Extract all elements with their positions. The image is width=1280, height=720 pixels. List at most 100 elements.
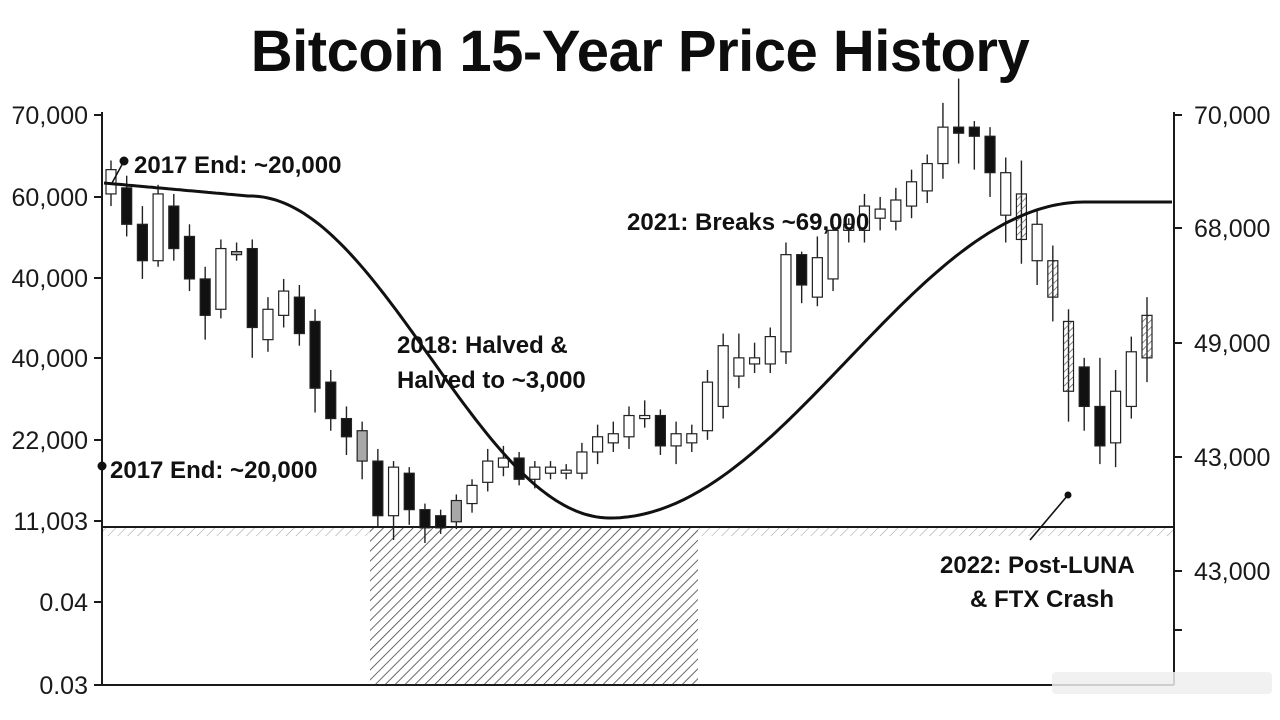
annotation-leader [1029,494,1069,541]
annotation-label: 2017 End: ~20,000 [134,152,341,179]
candle-body [215,247,227,310]
candle-body [309,320,321,389]
candle [419,503,431,544]
candle-body [1078,366,1090,408]
candle-body [905,181,918,207]
candle [230,242,243,261]
annotation-label: 2018: Halved & [397,332,568,359]
candle [1047,245,1059,322]
candle-body [890,199,902,222]
candle-body [654,414,666,447]
candle-body [717,345,729,408]
chart-title: Bitcoin 15-Year Price History [250,19,1030,84]
candle [1015,160,1028,264]
candle-body [1141,314,1153,359]
candle [764,327,776,374]
candle-body [450,499,462,523]
candle [639,400,651,428]
candle-body [1094,405,1106,447]
candle-body [592,436,604,453]
candle [246,239,258,358]
candle [811,236,823,307]
candle-body [340,417,353,438]
candle-body [544,466,557,474]
candle-body [152,193,164,262]
candle [858,193,871,243]
candle [356,421,368,480]
candle [466,479,478,513]
candle-body [482,460,494,483]
candle-body [435,515,447,529]
candle-body [278,290,290,316]
candle [560,464,572,480]
candle [403,467,415,525]
candle [905,169,918,219]
candle [592,424,604,465]
candle [827,224,839,292]
candle-body [1062,320,1075,392]
candle [670,421,682,465]
candle-body [811,257,823,298]
candle-body [764,336,776,365]
right-tick-label: 70,000 [1194,102,1270,130]
candle-body [733,357,745,377]
candle [1125,336,1137,419]
candle-body [1047,260,1059,298]
left-tick-label: 0.04 [39,589,88,617]
candle [984,127,996,197]
candle-body [136,223,148,262]
candle [953,78,965,164]
right-tick-label: 49,000 [1194,330,1270,358]
hatched-zone [370,528,698,684]
candle [780,242,792,364]
candle [435,509,447,534]
right-tick-label: 43,000 [1194,558,1270,586]
candle [654,409,666,455]
candle-body [1031,223,1043,262]
candle [576,442,588,480]
candle [152,184,164,267]
candle-body [843,223,855,231]
candle-body [1125,351,1137,408]
candle [136,206,148,279]
annotation-label: 2021: Breaks ~69,000 [627,209,869,236]
candle-body [968,126,980,137]
candle [1062,309,1075,422]
candle [921,154,933,204]
candle [544,461,557,480]
candle [168,193,180,261]
left-tick-label: 40,000 [12,345,88,373]
candle [1078,357,1090,431]
candle-body [1000,172,1012,216]
candle [340,406,353,455]
candle-body [686,433,698,444]
candle-body [403,472,415,511]
annotation-leader [111,160,125,184]
candle-body [466,484,478,505]
candle-body [356,430,368,462]
candle-body [937,126,949,165]
candle [623,406,635,449]
candle-body [183,235,196,280]
candle [293,285,305,346]
candle [748,342,761,374]
candle-body [639,414,651,420]
candle [278,278,290,328]
watermark [1052,672,1272,694]
left-tick-label: 22,000 [12,427,88,455]
candle [262,297,274,352]
candle [874,196,886,231]
left-tick-label: 60,000 [12,184,88,212]
candle [796,251,808,304]
candle-body [953,126,965,134]
right-tick-label: 43,000 [1194,444,1270,472]
right-tick-label: 68,000 [1194,215,1270,243]
annotation-label: 2017 End: ~20,000 [110,457,317,484]
candle [701,370,714,440]
candle [1110,370,1122,468]
candle [325,370,337,431]
candle-body [105,169,117,195]
candle [1000,157,1012,243]
candle-body [921,162,933,192]
